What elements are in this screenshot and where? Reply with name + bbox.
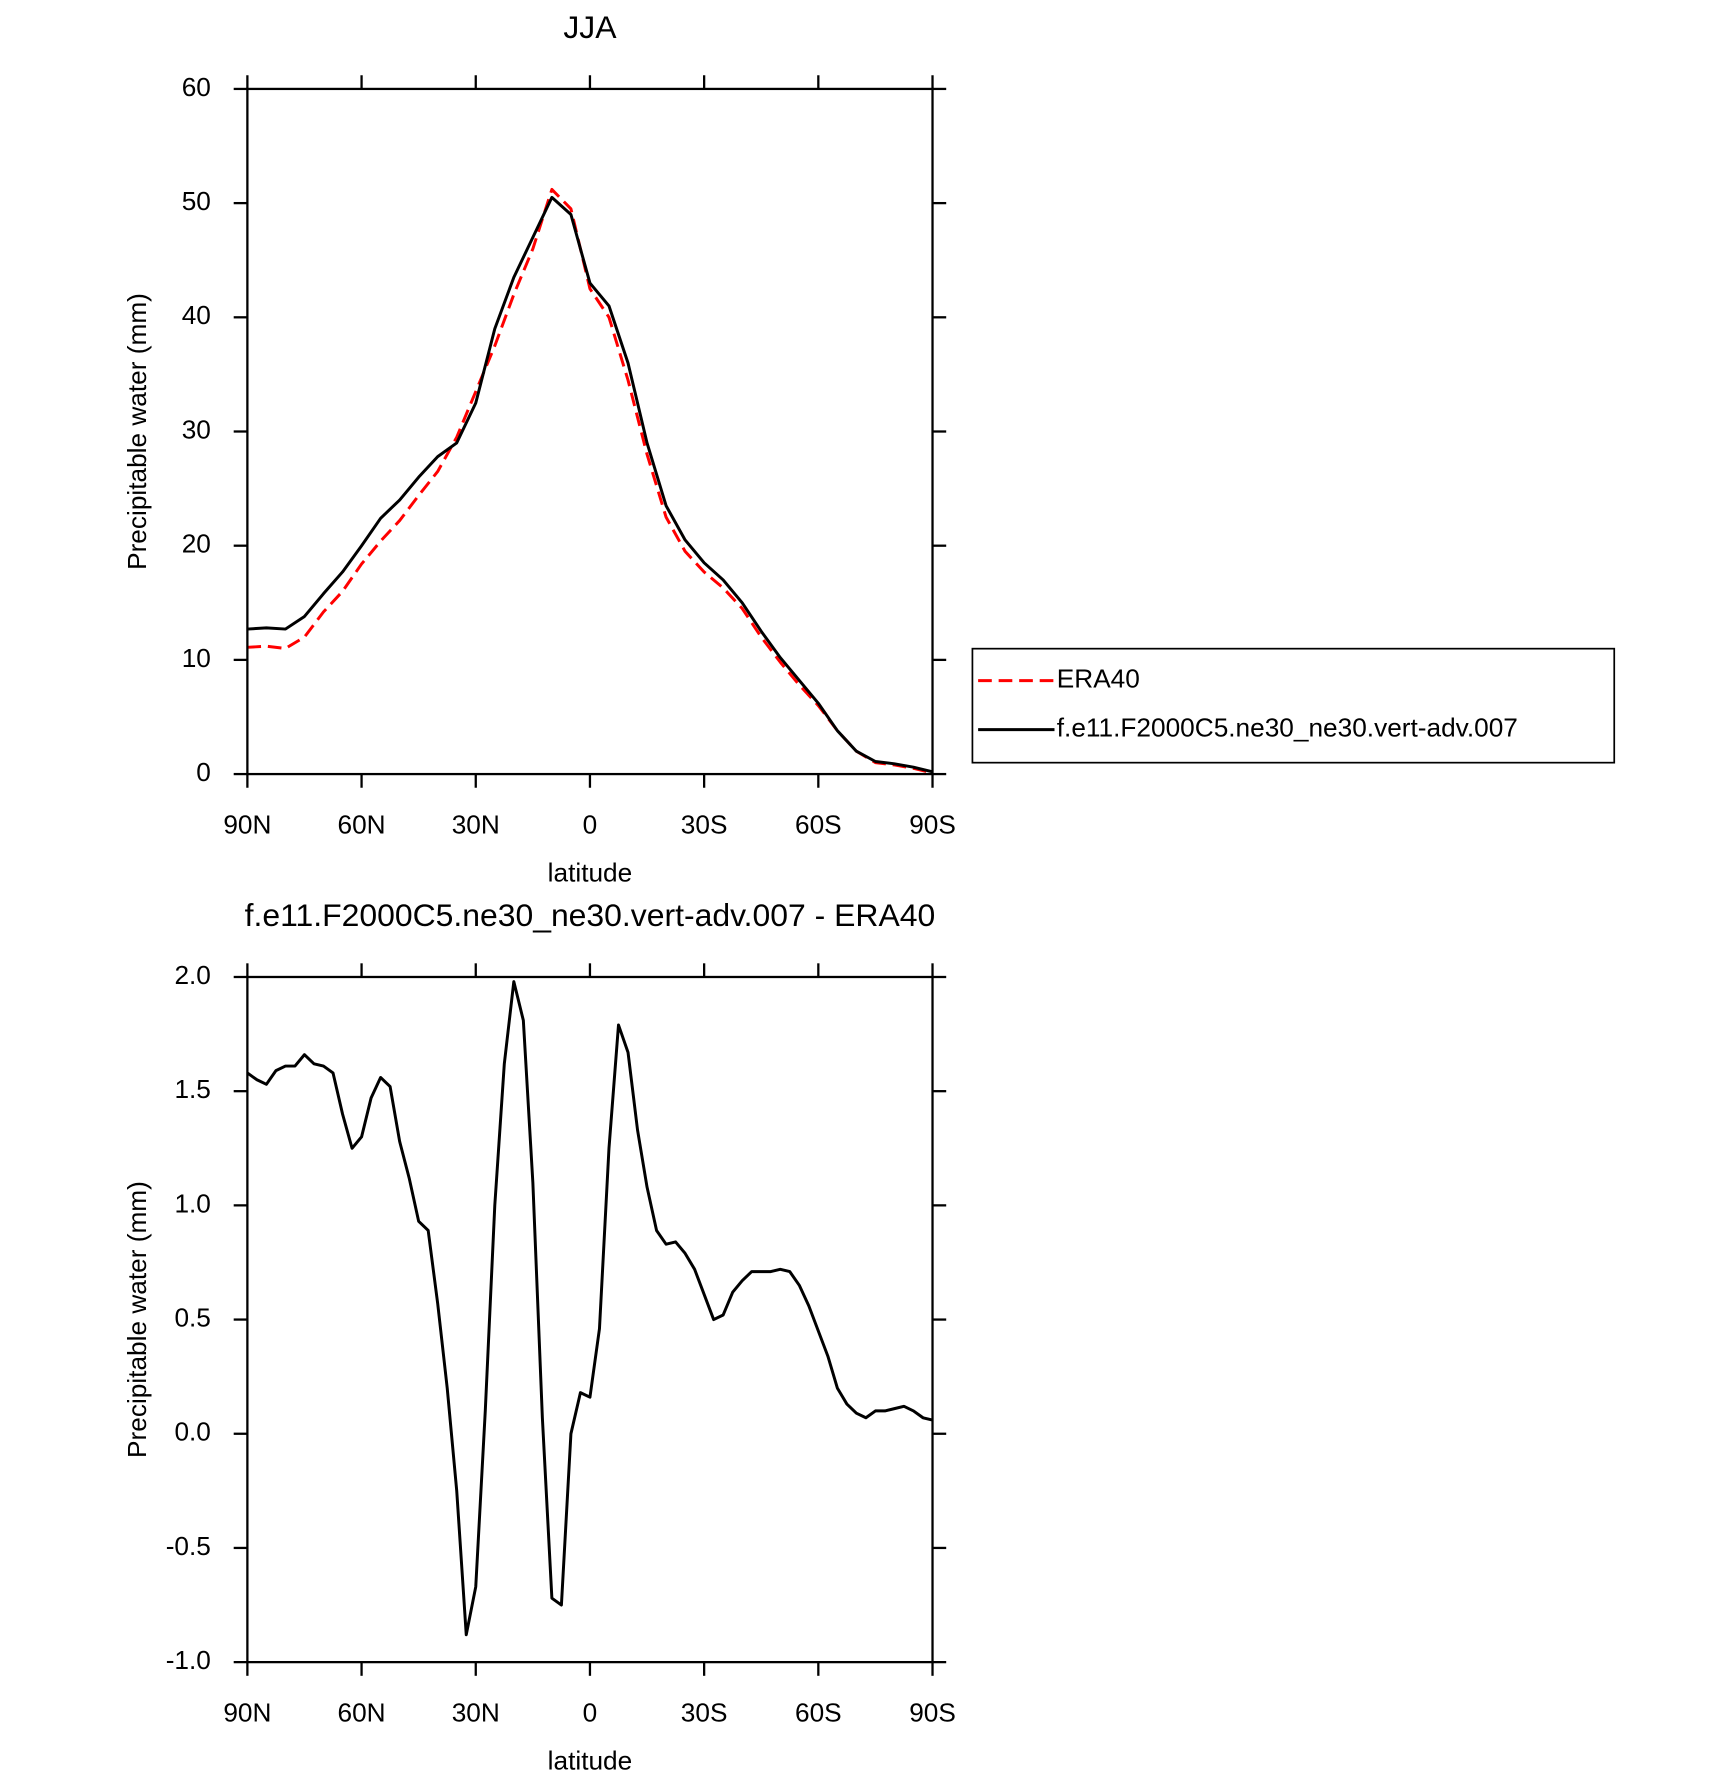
legend-label: ERA40 <box>1057 664 1140 694</box>
plot-frame <box>246 975 934 1664</box>
y-tick-label: -0.5 <box>166 1531 211 1561</box>
chart-title: JJA <box>563 9 617 45</box>
x-axis-label: latitude <box>548 857 633 887</box>
x-tick-label: 30N <box>452 1697 500 1727</box>
y-tick-label: 40 <box>182 300 211 330</box>
y-tick-label: 0.0 <box>174 1417 210 1447</box>
y-tick-label: 60 <box>182 72 211 102</box>
y-tick-label: 0.5 <box>174 1302 210 1332</box>
x-tick-label: 90S <box>909 809 956 839</box>
x-tick-label: 90N <box>223 1697 271 1727</box>
y-tick-label: 10 <box>182 643 211 673</box>
x-tick-label: 90N <box>223 809 271 839</box>
y-tick-label: 30 <box>182 414 211 444</box>
y-tick-label: 20 <box>182 529 211 559</box>
x-tick-label: 60N <box>338 1697 386 1727</box>
y-tick-label: 1.5 <box>174 1074 210 1104</box>
legend-label: f.e11.F2000C5.ne30_ne30.vert-adv.007 <box>1057 713 1518 743</box>
y-axis-label: Precipitable water (mm) <box>122 1181 152 1458</box>
y-tick-label: 0 <box>196 757 211 787</box>
x-tick-label: 90S <box>909 1697 956 1727</box>
x-tick-label: 60S <box>795 1697 842 1727</box>
y-tick-label: 1.0 <box>174 1188 210 1218</box>
chart-title: f.e11.F2000C5.ne30_ne30.vert-adv.007 - E… <box>245 897 936 933</box>
data-line <box>247 195 933 774</box>
data-line <box>246 980 933 1637</box>
x-tick-label: 0 <box>583 809 598 839</box>
x-tick-label: 30N <box>452 809 500 839</box>
x-axis-label: latitude <box>548 1745 633 1775</box>
plot-frame <box>246 87 934 776</box>
y-axis-label: Precipitable water (mm) <box>122 293 152 570</box>
x-tick-label: 0 <box>583 1697 598 1727</box>
data-line <box>247 187 933 775</box>
legend-box <box>971 647 1616 764</box>
y-tick-label: -1.0 <box>166 1645 211 1675</box>
x-tick-label: 60N <box>338 809 386 839</box>
x-tick-label: 30S <box>681 809 728 839</box>
x-tick-label: 30S <box>681 1697 728 1727</box>
y-tick-label: 2.0 <box>174 960 210 990</box>
x-tick-label: 60S <box>795 809 842 839</box>
y-tick-label: 50 <box>182 186 211 216</box>
